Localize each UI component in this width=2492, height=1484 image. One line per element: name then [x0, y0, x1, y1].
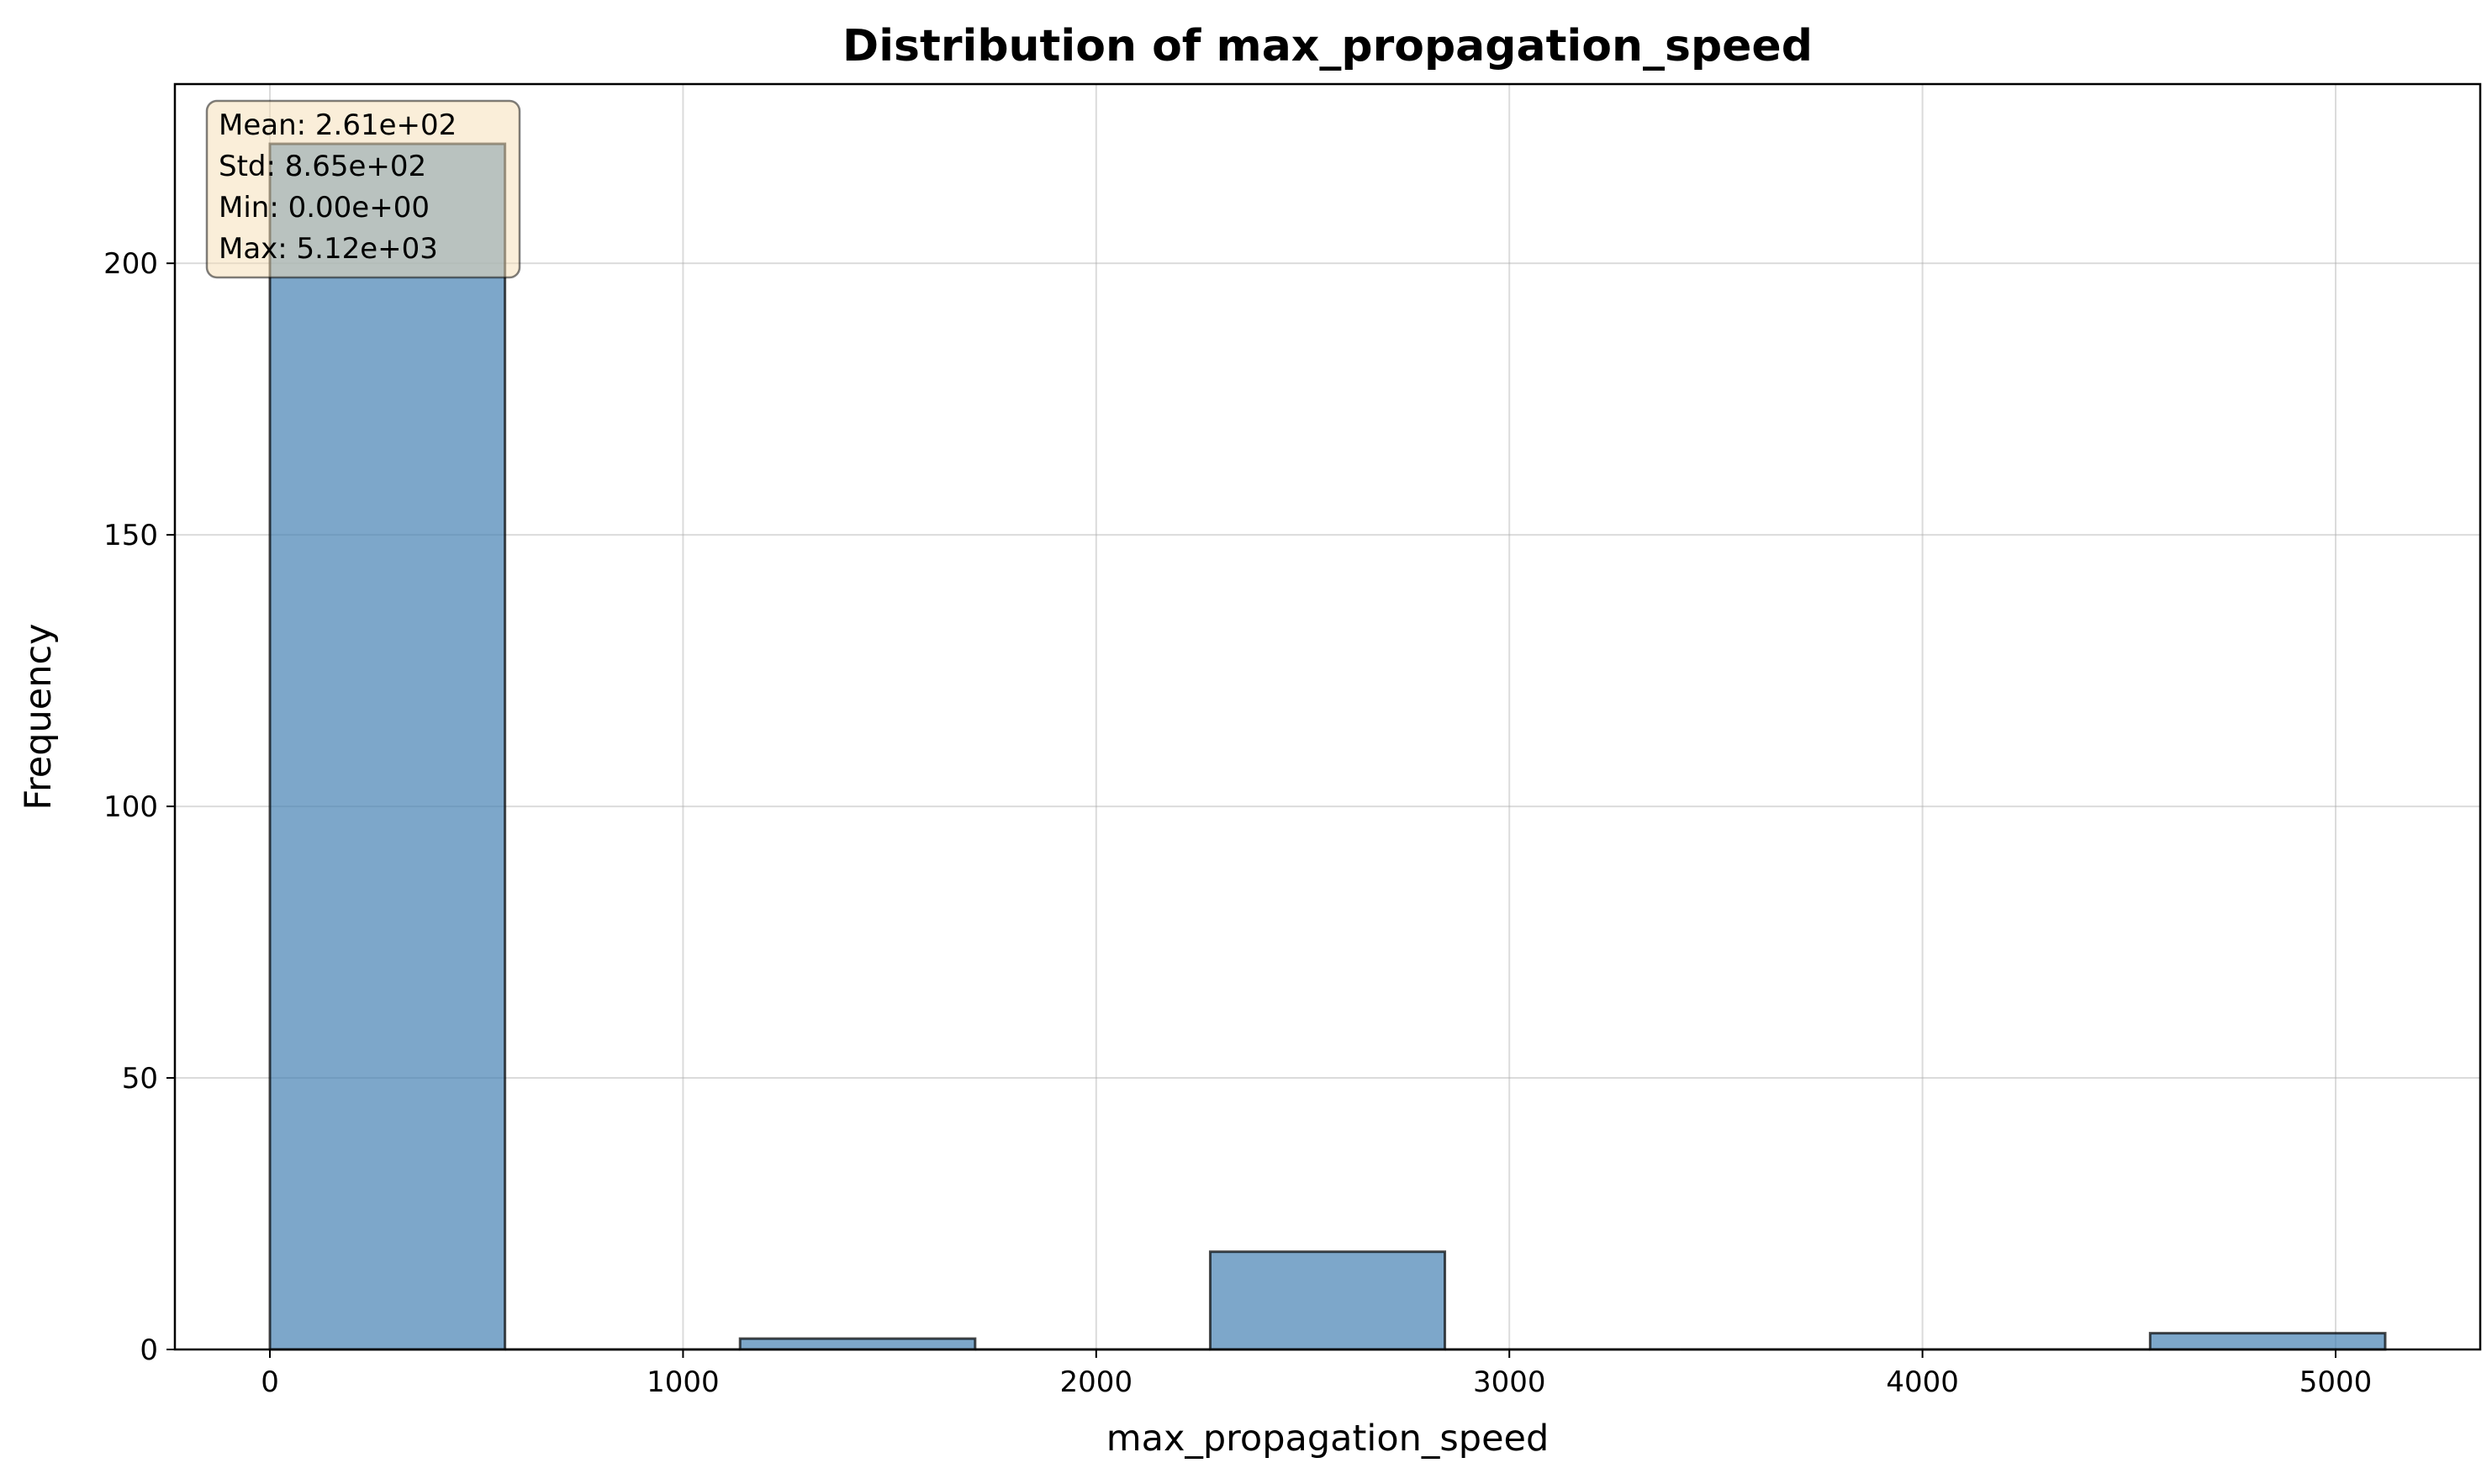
y-tick-label: 50: [122, 1062, 158, 1096]
stats-std: Std: 8.65e+02: [219, 150, 426, 183]
stats-box-background: [205, 99, 521, 279]
y-tick-label: 0: [140, 1333, 158, 1367]
plot-frame: [173, 82, 2482, 1351]
y-tick-label: 200: [103, 247, 158, 281]
stats-box: Mean: 2.61e+02 Std: 8.65e+02 Min: 0.00e+…: [205, 99, 521, 279]
x-tick-label: 5000: [2299, 1365, 2373, 1399]
y-axis-label: Frequency: [18, 623, 60, 810]
histogram-bar: [738, 1337, 977, 1351]
x-tick-label: 0: [261, 1365, 279, 1399]
x-axis-label: max_propagation_speed: [1106, 1418, 1550, 1460]
y-tick-label: 100: [103, 790, 158, 824]
chart-title: Distribution of max_propagation_speed: [842, 21, 1813, 71]
axis-ticks: 0 1000 2000 3000 4000 5000 0 50 100 150 200: [103, 247, 2372, 1399]
x-tick-label: 1000: [647, 1365, 720, 1399]
x-tick-label: 2000: [1060, 1365, 1133, 1399]
x-tick-label: 3000: [1473, 1365, 1546, 1399]
stats-mean: Mean: 2.61e+02: [219, 108, 457, 142]
stats-max: Max: 5.12e+03: [219, 232, 438, 266]
histogram-bar: [268, 142, 507, 1351]
stats-min: Min: 0.00e+00: [219, 191, 430, 224]
x-tick-label: 4000: [1886, 1365, 1959, 1399]
y-tick-label: 150: [103, 519, 158, 552]
histogram-bar: [2148, 1332, 2387, 1351]
histogram-bar: [1208, 1250, 1447, 1351]
